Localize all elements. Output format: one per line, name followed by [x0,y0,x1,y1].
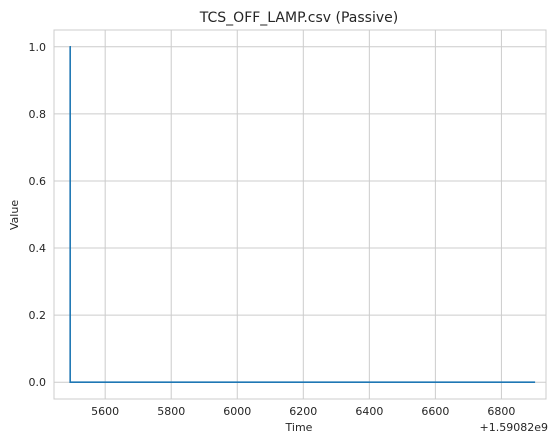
y-tick-label: 0.8 [29,108,47,121]
x-tick-label: 6200 [289,405,317,418]
y-tick-label: 0.6 [29,175,47,188]
x-tick-label: 6400 [355,405,383,418]
series-layer [69,45,536,384]
x-tick-label: 6600 [421,405,449,418]
chart-title: TCS_OFF_LAMP.csv (Passive) [199,10,398,26]
y-tick-label: 0.4 [29,242,47,255]
grid [54,30,546,399]
x-tick-label: 5800 [157,405,185,418]
y-tick-label: 1.0 [29,41,47,54]
series-line [69,45,536,384]
x-axis-label: Time [285,421,313,434]
y-tick-label: 0.2 [29,309,47,322]
x-tick-label: 6000 [223,405,251,418]
y-axis-label: Value [8,200,21,230]
x-tick-label: 6800 [487,405,515,418]
y-tick-label: 0.0 [29,376,47,389]
x-tick-label: 5600 [91,405,119,418]
x-axis-offset-label: +1.59082e9 [480,421,548,434]
plot-frame [53,29,547,400]
tick-labels: 5600 5800 6000 6200 6400 6600 6800 0.0 0.2 0.4 0.6… [29,41,516,418]
